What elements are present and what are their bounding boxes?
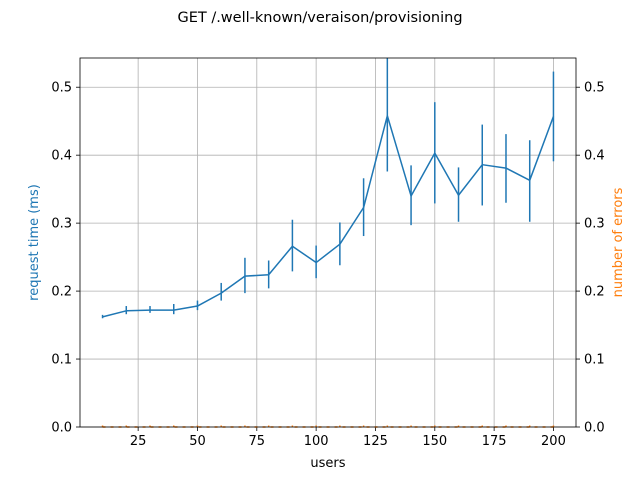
- x-axis: 25 50 75 100 125 150 175 200: [130, 427, 566, 449]
- right-y-tick-label: 0.1: [584, 353, 605, 368]
- x-tick-label: 200: [541, 434, 566, 449]
- x-tick-label: 50: [189, 434, 206, 449]
- left-y-tick-label: 0.2: [51, 285, 72, 300]
- left-y-tick-label: 0.0: [51, 421, 72, 436]
- x-tick-label: 75: [249, 434, 266, 449]
- left-y-tick-label: 0.4: [51, 149, 72, 164]
- left-y-axis: 0.0 0.1 0.2 0.3 0.4 0.5: [51, 81, 80, 436]
- right-y-tick-label: 0.2: [584, 285, 605, 300]
- left-y-tick-label: 0.5: [51, 81, 72, 96]
- plot-frame: [79, 57, 577, 428]
- x-tick-label: 125: [363, 434, 388, 449]
- x-tick-label: 100: [304, 434, 329, 449]
- series-request-time: [101, 58, 555, 319]
- x-tick-label: 150: [422, 434, 447, 449]
- right-y-tick-label: 0.4: [584, 149, 605, 164]
- right-y-tick-label: 0.3: [584, 217, 605, 232]
- left-y-tick-label: 0.3: [51, 217, 72, 232]
- left-y-tick-label: 0.1: [51, 353, 72, 368]
- chart-title: GET /.well-known/veraison/provisioning: [177, 10, 462, 26]
- request-time-line: [102, 115, 555, 318]
- x-tick-label: 175: [482, 434, 507, 449]
- right-y-axis: 0.0 0.1 0.2 0.3 0.4 0.5: [576, 81, 605, 436]
- right-y-axis-label: number of errors: [611, 187, 626, 297]
- right-y-tick-label: 0.5: [584, 81, 605, 96]
- left-y-axis-label: request time (ms): [27, 184, 42, 301]
- right-y-tick-label: 0.0: [584, 421, 605, 436]
- x-tick-label: 25: [130, 434, 147, 449]
- x-axis-label: users: [310, 456, 345, 471]
